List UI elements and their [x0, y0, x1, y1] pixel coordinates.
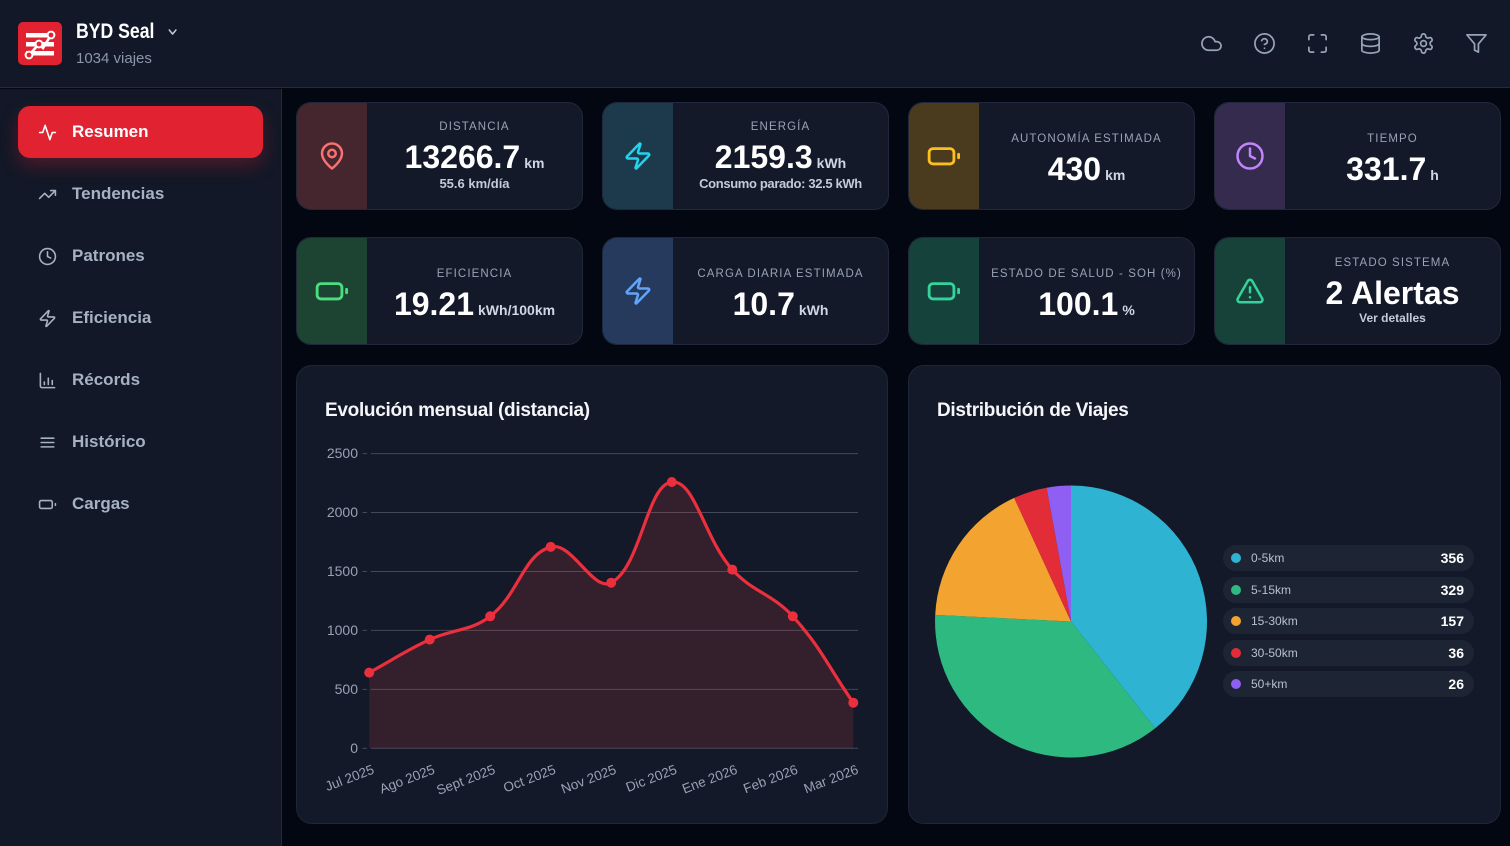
- svg-text:1500: 1500: [327, 563, 358, 579]
- svg-text:1000: 1000: [327, 622, 358, 638]
- svg-text:500: 500: [335, 681, 359, 697]
- svg-text:2500: 2500: [327, 445, 358, 461]
- svg-text:Mar 2026: Mar 2026: [802, 762, 861, 796]
- svg-text:Nov 2025: Nov 2025: [559, 762, 618, 797]
- svg-text:Sept 2025: Sept 2025: [434, 762, 497, 798]
- svg-text:Feb 2026: Feb 2026: [741, 762, 800, 796]
- svg-text:2000: 2000: [327, 504, 358, 520]
- svg-text:Ene 2026: Ene 2026: [680, 762, 739, 797]
- svg-text:Jul 2025: Jul 2025: [323, 762, 376, 794]
- svg-text:0: 0: [350, 740, 358, 756]
- svg-text:Dic 2025: Dic 2025: [624, 762, 679, 795]
- svg-text:Ago 2025: Ago 2025: [377, 762, 436, 797]
- svg-text:Oct 2025: Oct 2025: [501, 762, 558, 796]
